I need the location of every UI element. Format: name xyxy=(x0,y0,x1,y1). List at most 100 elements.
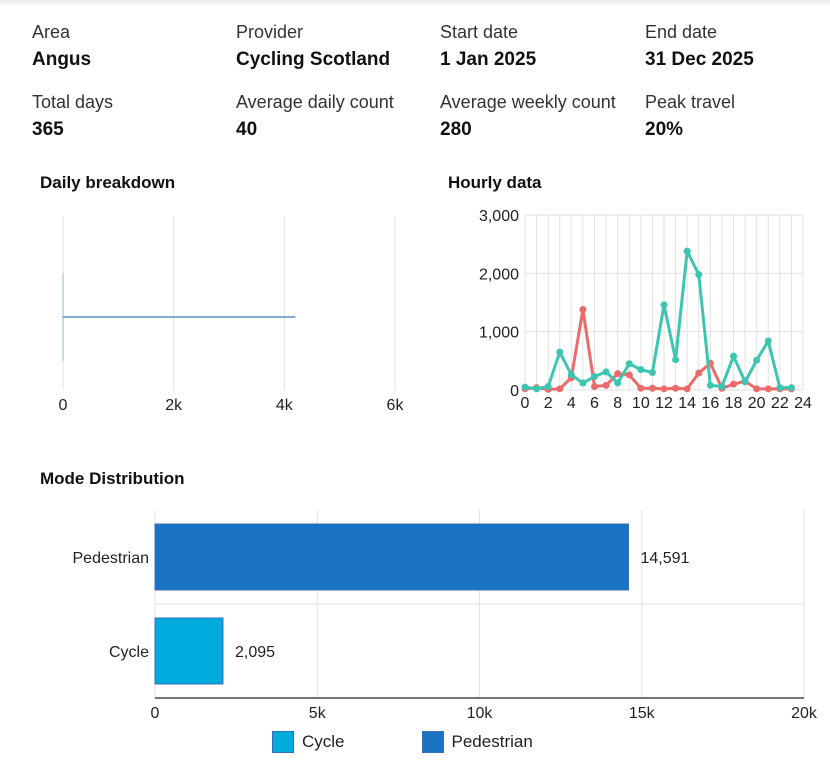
data-point xyxy=(787,384,795,392)
bar-pedestrian xyxy=(154,523,629,591)
x-tick-label: 4 xyxy=(567,395,576,412)
bar-cycle xyxy=(154,617,224,685)
data-point xyxy=(695,271,703,278)
x-tick-label: 22 xyxy=(771,395,789,412)
data-point xyxy=(683,247,691,255)
x-tick-label: 4k xyxy=(276,397,294,414)
legend-swatch-cycle xyxy=(272,731,294,753)
daily-breakdown-chart: 0 2k 4k 6k xyxy=(59,216,405,414)
x-tick-label: 20k xyxy=(791,705,818,722)
x-tick-label: 10k xyxy=(467,705,494,722)
stat-label: Area xyxy=(32,22,71,42)
data-label: 14,591 xyxy=(640,550,689,567)
stat-label: Total days xyxy=(32,92,114,112)
data-point xyxy=(718,383,726,390)
data-point xyxy=(614,379,622,387)
stat-average-weekly: Average weekly count 280 xyxy=(440,92,616,141)
data-point xyxy=(567,371,575,379)
x-tick-label: 20 xyxy=(748,395,766,412)
x-tick-label: 2k xyxy=(165,397,183,414)
data-point xyxy=(556,348,564,356)
data-point xyxy=(753,385,761,393)
data-point xyxy=(591,373,598,381)
series-line xyxy=(524,249,792,391)
stat-start-date: Start date 1 Jan 2025 xyxy=(440,22,536,71)
data-point xyxy=(672,356,680,364)
x-tick-label: 6 xyxy=(590,395,599,412)
stat-label: Average weekly count xyxy=(440,92,616,112)
y-tick-label: 1,000 xyxy=(479,325,519,342)
stat-area: Area Angus xyxy=(32,22,91,71)
legend-item-cycle[interactable]: Cycle xyxy=(272,731,345,753)
x-tick-label: 14 xyxy=(678,395,696,412)
x-tick-label: 0 xyxy=(59,397,68,414)
data-point xyxy=(602,368,610,376)
x-tick-label: 16 xyxy=(701,395,719,412)
data-point xyxy=(648,369,656,376)
data-point xyxy=(730,352,737,360)
data-point xyxy=(579,379,587,387)
series-line xyxy=(524,308,792,391)
x-tick-label: 24 xyxy=(794,395,812,412)
stat-value: Angus xyxy=(32,49,92,70)
x-tick-label: 0 xyxy=(521,395,530,412)
data-point xyxy=(695,369,703,377)
data-point xyxy=(579,306,587,313)
daily-breakdown-title: Daily breakdown xyxy=(40,173,176,192)
data-point xyxy=(602,381,610,389)
x-tick-label: 5k xyxy=(309,705,327,722)
x-tick-label: 0 xyxy=(151,705,160,722)
stat-total-days: Total days 365 xyxy=(32,92,113,141)
data-point xyxy=(521,383,529,391)
stat-value: 40 xyxy=(236,119,258,140)
stat-label: Average daily count xyxy=(236,92,394,112)
stat-value: 31 Dec 2025 xyxy=(645,49,754,70)
data-point xyxy=(764,385,772,393)
y-tick-label: 2,000 xyxy=(479,266,519,283)
x-tick-label: 10 xyxy=(632,395,650,412)
stat-peak-travel: Peak travel 20% xyxy=(645,92,735,141)
data-point xyxy=(683,385,691,393)
data-point xyxy=(625,371,633,379)
stat-provider: Provider Cycling Scotland xyxy=(236,22,390,71)
stat-value: 20% xyxy=(645,119,684,140)
data-point xyxy=(672,384,680,392)
x-tick-label: 18 xyxy=(725,395,743,412)
data-point xyxy=(706,381,714,389)
top-divider xyxy=(0,0,830,6)
stat-label: Peak travel xyxy=(645,92,736,112)
stat-label: Start date xyxy=(440,22,519,42)
legend-label-cycle: Cycle xyxy=(302,732,345,751)
mode-distribution-title: Mode Distribution xyxy=(40,469,185,488)
data-point xyxy=(776,384,784,392)
x-tick-label: 6k xyxy=(387,397,405,414)
data-point xyxy=(625,360,633,368)
legend-item-pedestrian[interactable]: Pedestrian xyxy=(421,731,533,753)
y-tick-label: 3,000 xyxy=(479,208,519,225)
data-point xyxy=(648,384,656,392)
stat-value: 1 Jan 2025 xyxy=(440,49,537,70)
data-point xyxy=(660,385,668,393)
x-tick-label: 8 xyxy=(613,395,622,412)
stat-value: 280 xyxy=(440,119,472,140)
data-point xyxy=(591,383,598,390)
stat-value: 365 xyxy=(32,119,64,140)
category-label: Cycle xyxy=(109,644,149,661)
mode-distribution-chart: 0 5k 10k 15k 20k Pedestrian 14,591 Cycle 2,095 xyxy=(73,510,818,722)
data-point xyxy=(637,384,645,392)
data-point xyxy=(533,385,541,393)
data-label: 2,095 xyxy=(235,644,275,661)
data-point xyxy=(637,366,645,374)
y-tick-label: 0 xyxy=(510,383,519,400)
legend-swatch-pedestrian xyxy=(421,731,444,753)
data-point xyxy=(764,337,772,345)
category-label: Pedestrian xyxy=(73,550,150,567)
data-point xyxy=(544,383,552,390)
stat-average-daily: Average daily count 40 xyxy=(236,92,394,141)
stat-end-date: End date 31 Dec 2025 xyxy=(645,22,754,71)
mode-legend: Cycle Pedestrian xyxy=(272,731,610,753)
data-point xyxy=(614,370,622,378)
data-point xyxy=(753,356,761,364)
data-point xyxy=(730,380,737,388)
